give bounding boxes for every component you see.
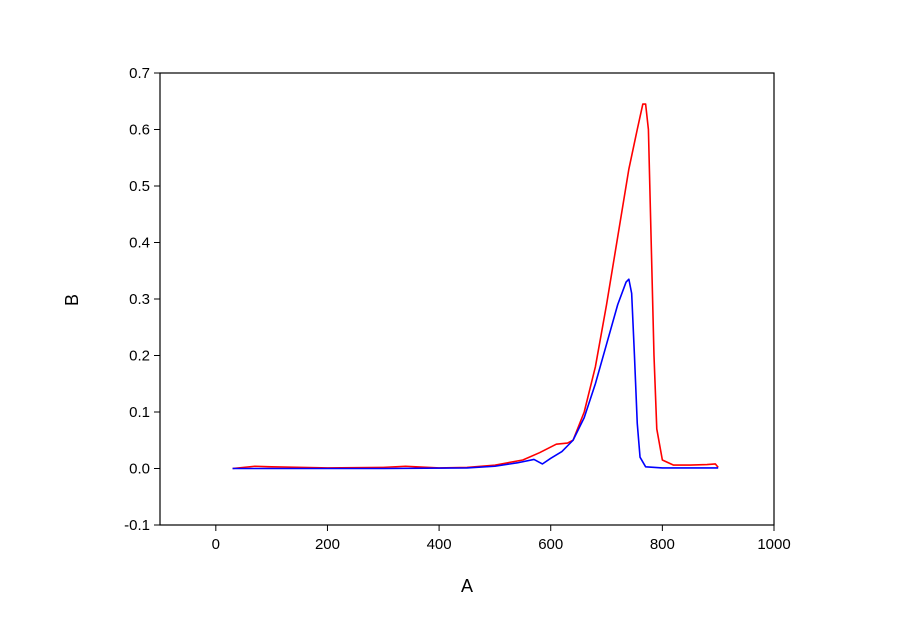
y-tick-label: 0.1 — [129, 404, 150, 421]
x-tick-label: 600 — [538, 536, 563, 553]
y-tick-label: 0.0 — [129, 461, 150, 478]
plot-frame — [159, 72, 775, 526]
x-tick-label: 400 — [427, 536, 452, 553]
y-axis-label: B — [62, 294, 82, 306]
y-tick-label: -0.1 — [124, 517, 150, 534]
x-tick-label: 1000 — [757, 536, 790, 553]
x-tick-label: 800 — [650, 536, 675, 553]
data-line — [232, 278, 719, 470]
y-tick-label: 0.7 — [129, 65, 150, 82]
y-tick-label: 0.3 — [129, 291, 150, 308]
y-tick-label: 0.6 — [129, 122, 150, 139]
y-tick-label: 0.5 — [129, 178, 150, 195]
data-line — [232, 103, 719, 470]
x-tick-label: 200 — [315, 536, 340, 553]
x-axis-label: A — [461, 576, 473, 596]
y-tick-label: 0.4 — [129, 235, 150, 252]
x-tick-label: 0 — [212, 536, 220, 553]
y-tick-label: 0.2 — [129, 348, 150, 365]
